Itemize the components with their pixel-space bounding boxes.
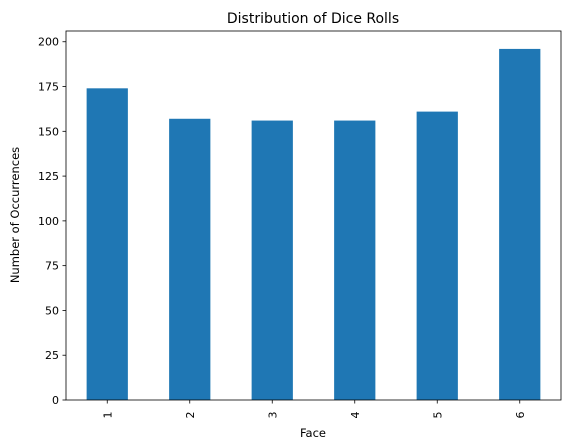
x-tick-label: 4 bbox=[349, 412, 362, 419]
bar-face-5 bbox=[416, 111, 458, 400]
y-axis-label: Number of Occurrences bbox=[8, 147, 22, 283]
y-tick-label: 100 bbox=[38, 215, 59, 228]
y-tick-label: 50 bbox=[45, 304, 59, 317]
x-axis-ticks: 1 2 3 4 5 6 bbox=[101, 400, 527, 419]
y-tick-label: 150 bbox=[38, 125, 59, 138]
x-tick-label: 3 bbox=[266, 412, 279, 419]
bar-face-6 bbox=[499, 48, 541, 400]
y-tick-label: 25 bbox=[45, 349, 59, 362]
y-tick-label: 200 bbox=[38, 36, 59, 49]
plot-frame bbox=[65, 30, 562, 401]
x-tick-label: 6 bbox=[514, 412, 527, 419]
bar-group bbox=[86, 48, 541, 401]
y-tick-label: 75 bbox=[45, 260, 59, 273]
bar-face-2 bbox=[169, 118, 211, 400]
x-tick-label: 1 bbox=[101, 412, 114, 419]
x-axis-label: Face bbox=[300, 426, 326, 440]
y-tick-label: 175 bbox=[38, 81, 59, 94]
y-tick-label: 125 bbox=[38, 170, 59, 183]
x-tick-label: 2 bbox=[184, 412, 197, 419]
chart-title: Distribution of Dice Rolls bbox=[227, 11, 399, 27]
y-axis-ticks: 0 25 50 75 100 125 150 175 200 bbox=[38, 36, 66, 407]
bar-face-4 bbox=[334, 120, 376, 400]
bar-face-1 bbox=[86, 88, 128, 401]
y-tick-label: 0 bbox=[52, 394, 59, 407]
bar-face-3 bbox=[251, 120, 293, 400]
x-tick-label: 5 bbox=[431, 412, 444, 419]
